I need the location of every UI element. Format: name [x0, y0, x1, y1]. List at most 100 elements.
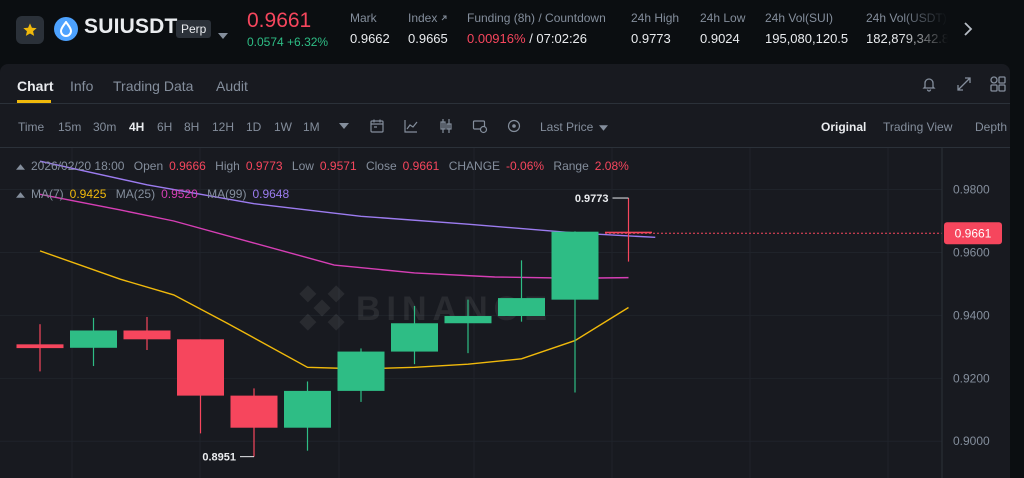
stat-funding: Funding (8h) / Countdown 0.00916% / 07:0… — [467, 11, 606, 46]
current-price-tag — [944, 222, 1002, 245]
candle-6 — [337, 348, 385, 402]
open-value: 0.9666 — [169, 159, 206, 173]
candle-body — [16, 344, 64, 349]
candle-style-icon[interactable] — [437, 117, 455, 135]
max-price-label: 0.9773 — [575, 193, 609, 205]
timeframe-15m[interactable]: 15m — [58, 120, 82, 134]
view-trading-view[interactable]: Trading View — [883, 120, 953, 134]
timeframe-8h[interactable]: 8H — [184, 120, 200, 134]
layout-grid-icon[interactable] — [988, 74, 1008, 94]
open-label: Open — [133, 159, 164, 173]
change-value: -0.06% — [506, 159, 545, 173]
timeframe-30m[interactable]: 30m — [93, 120, 117, 134]
ma99-value: 0.9648 — [252, 187, 290, 201]
candle-body — [70, 330, 117, 348]
low-label: Low — [291, 159, 314, 173]
funding-countdown: / 07:02:26 — [529, 31, 588, 46]
crosshair-icon[interactable] — [505, 117, 523, 135]
candle-11 — [605, 198, 652, 262]
stat-funding-label: Funding (8h) / Countdown — [467, 11, 606, 25]
price-source-value: Last Price — [540, 120, 594, 134]
price-change: 0.0574 +6.32% — [247, 35, 328, 49]
timeframe-time[interactable]: Time — [18, 120, 45, 134]
view-original[interactable]: Original — [821, 120, 867, 134]
header-scroll-right-button[interactable] — [948, 10, 988, 48]
calendar-icon[interactable] — [368, 117, 386, 135]
timeframe-1m[interactable]: 1M — [303, 120, 320, 134]
candle-5 — [284, 381, 331, 451]
ma99-label: MA(99) — [207, 187, 247, 201]
stat-index-label[interactable]: Index — [408, 11, 448, 25]
candle-4 — [230, 388, 278, 457]
timeframe-4h[interactable]: 4H — [129, 120, 145, 134]
expand-icon[interactable] — [954, 74, 974, 94]
more-timeframes-icon[interactable] — [335, 117, 353, 135]
stat-low-value: 0.9024 — [700, 31, 740, 46]
ma-collapse-caret-icon[interactable] — [16, 192, 25, 198]
panel-tabs: Chart Info Trading Data Audit — [0, 64, 1010, 104]
stat-high: 24h High 0.9773 — [631, 11, 679, 46]
bell-icon[interactable] — [919, 74, 939, 94]
chart-settings-icon[interactable] — [471, 117, 489, 135]
stat-high-label: 24h High — [631, 11, 680, 25]
candle-body — [284, 390, 331, 428]
stat-high-value: 0.9773 — [631, 31, 671, 46]
ma7-label: MA(7) — [31, 187, 64, 201]
price-change-pct: +6.32% — [287, 35, 329, 49]
candle-2 — [123, 316, 171, 350]
right-edge-strip — [1010, 64, 1024, 478]
external-link-icon — [442, 15, 447, 21]
high-label: High — [215, 159, 240, 173]
candle-body — [123, 330, 171, 340]
header-fade — [900, 0, 948, 58]
current-price-label: 0.9661 — [955, 226, 992, 240]
view-depth[interactable]: Depth — [975, 120, 1008, 134]
candle-9 — [498, 260, 545, 322]
tab-chart[interactable]: Chart — [17, 78, 54, 94]
candle-3 — [177, 339, 224, 434]
price-source-select[interactable]: Last Price — [540, 120, 609, 134]
price-change-abs: 0.0574 — [247, 35, 284, 49]
candle-body — [605, 231, 652, 234]
chart-area[interactable]: BINANCE 0.9773 0.8951 0.9661 0.9800 0.9600 0… — [0, 147, 1010, 478]
timeframe-6h[interactable]: 6H — [157, 120, 173, 134]
y-tick-label: 0.9600 — [953, 245, 990, 259]
price-markers: 0.9773 0.8951 0.9661 — [202, 193, 1002, 464]
indicator-line-icon[interactable] — [402, 117, 420, 135]
candle-8 — [444, 299, 492, 354]
tab-info[interactable]: Info — [70, 78, 94, 94]
sui-logo-icon — [54, 17, 78, 41]
tab-audit[interactable]: Audit — [216, 78, 248, 94]
candle-body — [391, 323, 438, 352]
candle-body — [177, 339, 224, 396]
collapse-caret-icon[interactable] — [16, 164, 25, 170]
chart-toolbar: Time 15m 30m 4H 6H 8H 12H 1D 1W 1M Last … — [0, 105, 1010, 145]
candle-0 — [16, 324, 64, 372]
tab-trading-data[interactable]: Trading Data — [113, 78, 194, 94]
candle-7 — [391, 305, 438, 365]
candle-body — [230, 395, 278, 428]
candle-body — [337, 351, 385, 391]
price-source-caret-icon — [599, 125, 609, 131]
timeframe-1w[interactable]: 1W — [274, 120, 292, 134]
price-axis: 0.9800 0.9600 0.9400 0.9200 0.9000 — [941, 148, 990, 478]
low-value: 0.9571 — [319, 159, 357, 173]
timeframe-12h[interactable]: 12H — [212, 120, 235, 134]
symbol-dropdown-icon[interactable] — [218, 26, 228, 44]
stat-vol-base: 24h Vol(SUI) 195,080,120.5 — [765, 11, 848, 46]
funding-rate: 0.00916% — [467, 31, 526, 46]
stat-funding-value: 0.00916% / 07:02:26 — [467, 31, 606, 46]
timeframe-1d[interactable]: 1D — [246, 120, 262, 134]
ma25-value: 0.9520 — [161, 187, 198, 201]
candle-datetime: 2026/02/20 18:00 — [31, 159, 125, 173]
symbol-name[interactable]: SUIUSDT — [84, 15, 178, 38]
star-icon — [23, 23, 37, 36]
stat-low-label: 24h Low — [700, 11, 746, 25]
contract-type-badge: Perp — [176, 20, 212, 38]
stat-mark-label: Mark — [350, 11, 377, 25]
close-label: Close — [365, 159, 397, 173]
range-value: 2.08% — [594, 159, 629, 173]
favorite-star-button[interactable] — [16, 16, 44, 44]
ma-info-row: MA(7) 0.9425 MA(25) 0.9520 MA(99) 0.9648 — [16, 187, 295, 201]
